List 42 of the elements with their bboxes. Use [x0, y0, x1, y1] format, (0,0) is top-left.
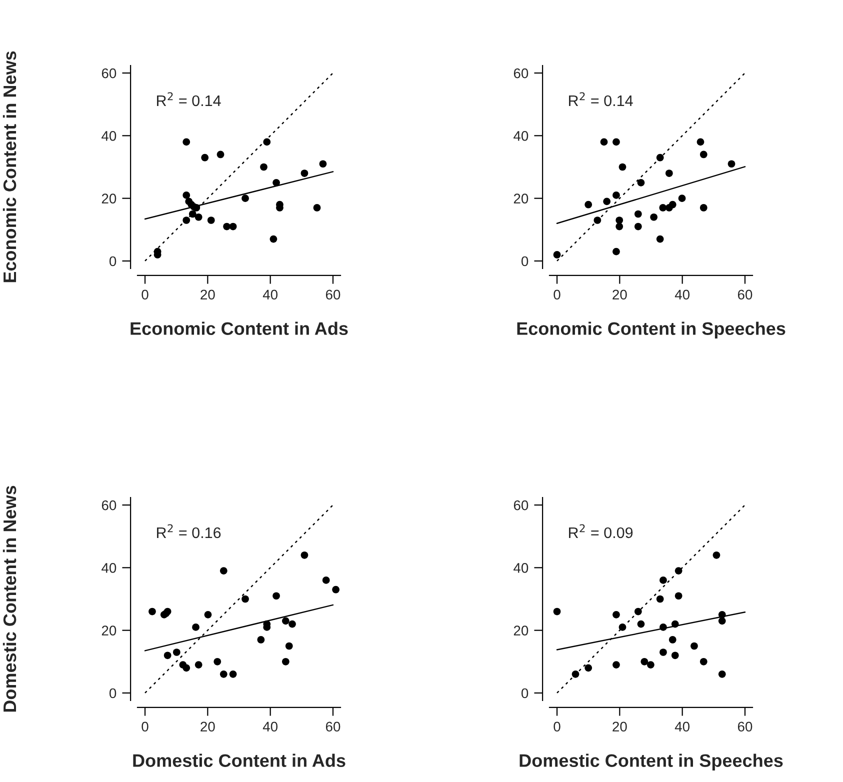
y-tick-label: 60	[102, 68, 116, 78]
y-tick-label: 20	[514, 626, 528, 636]
x-tick-label: 0	[142, 290, 148, 300]
y-tick-label: 20	[514, 194, 528, 204]
y-tick-label: 20	[102, 194, 116, 204]
x-axis-title: Economic Content in Ads	[130, 322, 348, 335]
x-tick-label: 20	[612, 290, 627, 300]
x-tick-label: 20	[612, 722, 627, 732]
y-tick-label: 0	[109, 688, 116, 698]
y-tick-label: 0	[109, 256, 116, 266]
x-tick-label: 40	[262, 290, 278, 300]
x-tick-label: 60	[738, 722, 752, 732]
x-tick-label: 0	[554, 290, 560, 300]
y-tick-label: 40	[514, 131, 528, 141]
annotation: R$^{2}$ = 0.09	[569, 524, 633, 538]
x-axis-title: Domestic Content in Speeches	[520, 754, 783, 771]
y-tick-label: 40	[102, 131, 116, 141]
x-tick-label: 0	[142, 722, 148, 732]
annotation: R$^{2}$ = 0.16	[157, 524, 221, 538]
x-tick-label: 60	[738, 290, 752, 300]
x-axis-title: Domestic Content in Ads	[133, 754, 346, 767]
y-tick-label: 60	[102, 500, 116, 510]
annotation: R$^{2}$ = 0.14	[569, 92, 633, 106]
x-tick-label: 60	[326, 722, 340, 732]
x-tick-label: 20	[200, 290, 215, 300]
x-tick-label: 40	[262, 722, 278, 732]
y-axis-title: Domestic Content in News	[2, 486, 16, 712]
annotation: R$^{2}$ = 0.14	[157, 92, 221, 106]
y-tick-label: 60	[514, 68, 528, 78]
y-tick-label: 60	[514, 500, 528, 510]
x-tick-label: 40	[674, 290, 690, 300]
x-tick-label: 0	[554, 722, 560, 732]
y-axis-title: Economic Content in News	[2, 51, 16, 282]
y-tick-label: 0	[521, 688, 528, 698]
y-tick-label: 40	[514, 563, 528, 573]
y-tick-label: 0	[521, 256, 528, 266]
x-tick-label: 60	[326, 290, 340, 300]
x-tick-label: 40	[674, 722, 690, 732]
y-tick-label: 20	[102, 626, 116, 636]
x-axis-title: Economic Content in Speeches	[517, 322, 786, 339]
x-tick-label: 20	[200, 722, 215, 732]
y-tick-label: 40	[102, 563, 116, 573]
